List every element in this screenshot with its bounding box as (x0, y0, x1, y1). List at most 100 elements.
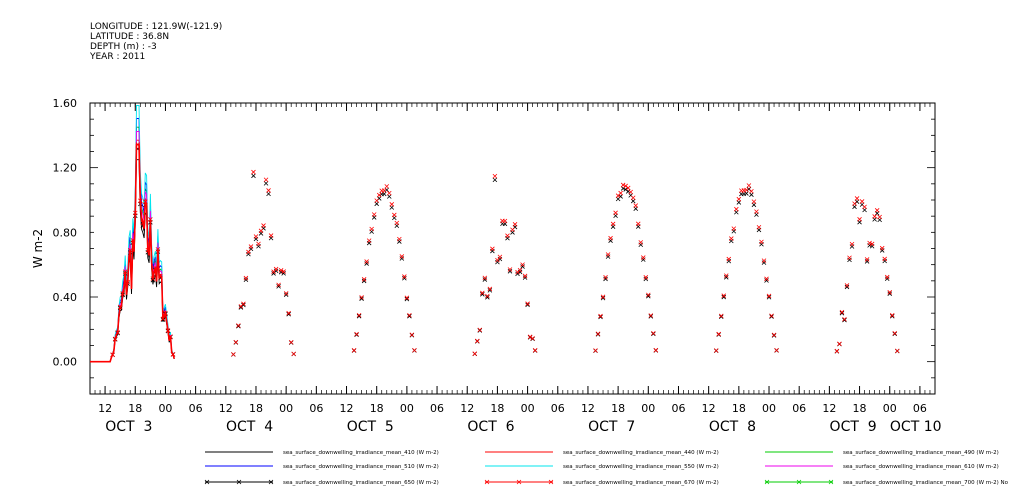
series-marker (402, 275, 407, 281)
series-marker (716, 331, 722, 337)
series-marker (497, 256, 503, 262)
latitude-label: LATITUDE : 36.8N (90, 32, 170, 42)
series-marker (744, 187, 749, 193)
series-line (90, 143, 175, 363)
series-marker (759, 239, 764, 245)
series-marker (527, 334, 533, 340)
series-marker (364, 259, 369, 264)
series-marker (844, 284, 850, 290)
series-marker (236, 323, 241, 329)
series-marker (361, 277, 367, 282)
series-marker (288, 339, 294, 345)
legend-marker (268, 479, 274, 485)
series-marker (351, 348, 357, 353)
series-marker (112, 336, 118, 342)
x-tick-label: 00 (400, 402, 414, 415)
series-marker (764, 278, 769, 283)
series-marker (769, 314, 774, 319)
series-marker (842, 317, 847, 323)
series-marker (751, 199, 757, 204)
x-tick-label: 06 (309, 402, 323, 415)
series-marker (168, 334, 173, 339)
series-marker (492, 177, 498, 183)
series-marker (646, 292, 651, 298)
x-tick-label: 18 (732, 402, 746, 415)
series-marker (132, 210, 138, 216)
series-marker (472, 351, 478, 356)
series-marker (389, 202, 395, 207)
series-marker (495, 257, 500, 263)
legend-entry: sea_surface_downwelling_irradiance_mean_… (283, 450, 439, 456)
series-line (90, 105, 175, 363)
legend-entry: sea_surface_downwelling_irradiance_mean_… (843, 450, 999, 456)
x-tick-label: 12 (822, 402, 836, 415)
x-tick-label: 06 (671, 402, 685, 415)
series-marker (894, 348, 900, 354)
series-marker (869, 241, 875, 247)
series-marker (887, 290, 893, 295)
x-tick-label: 00 (158, 402, 172, 415)
series-marker (386, 190, 392, 196)
series-marker (170, 352, 176, 357)
date-label: OCT 9 (830, 419, 877, 435)
series-marker (889, 313, 895, 319)
series-marker (756, 224, 762, 230)
series-marker (761, 258, 767, 263)
series-marker (399, 254, 405, 259)
series-marker (246, 249, 251, 255)
series-marker (749, 188, 754, 194)
series-marker (774, 347, 779, 353)
series-marker (713, 348, 719, 353)
series-marker (610, 221, 616, 227)
series-marker (243, 277, 249, 283)
series-marker (394, 220, 400, 226)
series-marker (125, 279, 131, 285)
series-marker (163, 310, 168, 316)
date-label: OCT 6 (467, 419, 514, 435)
x-tick-label: 18 (128, 402, 142, 415)
series-marker (892, 331, 898, 337)
series-marker (638, 240, 644, 245)
x-tick-label: 18 (611, 402, 625, 415)
legend-marker (828, 479, 834, 485)
series-marker (834, 348, 840, 354)
series-marker (867, 240, 872, 246)
series-marker (646, 293, 651, 299)
series-marker (884, 276, 890, 282)
series-marker (603, 276, 608, 282)
series-marker (525, 302, 530, 308)
legend-entry: sea_surface_downwelling_irradiance_mean_… (563, 464, 719, 470)
date-label: OCT 10 (890, 419, 942, 435)
x-tick-label: 18 (490, 402, 504, 415)
x-tick-label: 12 (98, 402, 112, 415)
series-marker (525, 301, 530, 306)
metadata-header: LONGITUDE : 121.9W(-121.9) LATITUDE : 36… (90, 22, 222, 62)
series-marker (847, 255, 852, 261)
series-marker (266, 188, 271, 193)
series-marker (593, 348, 598, 353)
series-marker (862, 204, 867, 210)
series-marker (651, 331, 656, 337)
x-tick-label: 00 (279, 402, 293, 415)
legend-entry: sea_surface_downwelling_irradiance_mean_… (283, 480, 439, 486)
series-marker (849, 241, 855, 247)
series-marker (764, 276, 769, 282)
series-marker (263, 181, 269, 186)
legend-marker (516, 479, 522, 485)
series-marker (771, 332, 777, 338)
series-marker (731, 226, 737, 231)
series-marker (882, 256, 887, 262)
series-marker (356, 312, 362, 318)
series-marker (618, 194, 623, 199)
series-marker (158, 273, 163, 279)
series-marker (603, 274, 608, 280)
series-marker (651, 330, 656, 336)
y-tick-label: 0.00 (53, 356, 78, 369)
series-marker (605, 254, 611, 259)
series-marker (723, 275, 729, 280)
series-marker (630, 195, 636, 201)
x-tick-label: 12 (581, 402, 595, 415)
series-marker (477, 327, 483, 333)
series-marker (502, 218, 508, 224)
